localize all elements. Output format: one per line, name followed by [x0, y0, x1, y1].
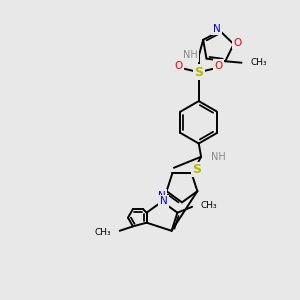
- Text: CH₃: CH₃: [200, 201, 217, 210]
- Text: S: S: [194, 66, 203, 79]
- Text: S: S: [192, 163, 201, 176]
- Text: N: N: [213, 24, 220, 34]
- Text: N: N: [160, 196, 167, 206]
- Text: CH₃: CH₃: [95, 228, 112, 237]
- Text: N: N: [158, 188, 165, 199]
- Text: O: O: [175, 61, 183, 71]
- Text: NH: NH: [183, 50, 198, 61]
- Text: N: N: [158, 190, 166, 201]
- Text: O: O: [214, 61, 223, 71]
- Text: CH₃: CH₃: [250, 58, 267, 67]
- Text: O: O: [233, 38, 241, 48]
- Text: NH: NH: [211, 152, 226, 162]
